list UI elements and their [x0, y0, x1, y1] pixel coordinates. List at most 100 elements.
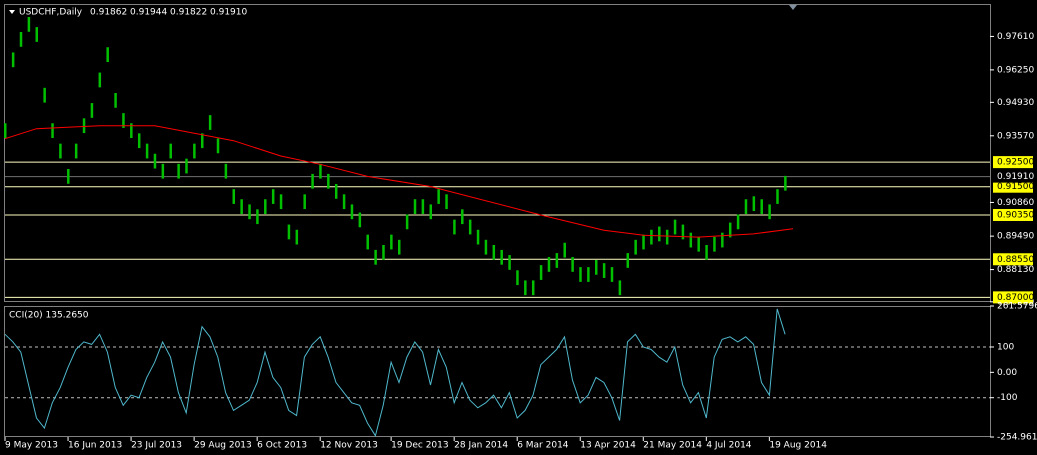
price-bar — [445, 194, 448, 210]
x-tick-label: 29 Aug 2013 — [194, 441, 252, 451]
price-bar — [43, 87, 46, 103]
price-bar — [626, 253, 630, 268]
price-bar — [531, 280, 535, 296]
price-bar — [390, 234, 393, 250]
x-tick-label: 4 Jul 2014 — [706, 441, 751, 451]
price-bar — [161, 163, 165, 179]
price-bar — [264, 199, 267, 215]
price-bar — [90, 103, 94, 118]
symbol-title: USDCHF,Daily — [19, 8, 83, 18]
level-tag — [993, 253, 1033, 266]
level-label: 0.92500 — [997, 158, 1034, 168]
price-bar — [382, 244, 385, 260]
price-bar — [98, 72, 102, 88]
x-tick-label: 6 Oct 2013 — [257, 441, 307, 451]
price-bar — [405, 214, 409, 230]
price-frame — [4, 4, 991, 302]
price-bar — [705, 244, 708, 260]
y-tick-label: 0.89490 — [997, 232, 1034, 242]
quote-value: 0.91944 — [130, 8, 167, 18]
price-bar — [350, 204, 354, 220]
price-bar — [776, 189, 779, 204]
price-bar — [524, 280, 527, 296]
price-bar — [752, 196, 756, 212]
price-bar — [563, 242, 566, 258]
price-bar — [516, 270, 519, 286]
price-bar — [177, 163, 180, 179]
y-tick-label: 0.00 — [997, 368, 1017, 378]
x-tick-label: 16 Jun 2013 — [68, 441, 122, 451]
current-price-tag — [993, 170, 1033, 183]
x-tick-label: 28 Jan 2014 — [454, 441, 508, 451]
price-bar — [311, 173, 314, 189]
y-tick-label: 0.88130 — [997, 265, 1034, 275]
price-bar — [476, 229, 480, 245]
menu-arrow[interactable] — [9, 10, 15, 14]
price-bar — [398, 239, 401, 255]
price-bar — [768, 204, 771, 220]
y-tick-label: 0.93570 — [997, 131, 1034, 141]
price-bar — [358, 212, 362, 228]
price-bar — [334, 184, 338, 199]
price-bar — [579, 267, 582, 282]
cci-line — [4, 308, 786, 437]
price-bar — [413, 199, 417, 215]
price-bar — [208, 115, 212, 130]
price-bar — [744, 199, 748, 215]
price-bar — [634, 239, 637, 255]
price-bar — [19, 32, 23, 47]
y-tick-label: 0.94930 — [997, 98, 1034, 108]
price-bar — [303, 194, 306, 210]
x-tick-label: 23 Jul 2013 — [131, 441, 182, 451]
price-bar — [595, 259, 598, 275]
price-bar — [35, 27, 39, 42]
price-bar — [82, 118, 86, 134]
x-tick-label: 12 Nov 2013 — [320, 441, 378, 451]
price-bar — [508, 255, 511, 270]
price-bar — [421, 199, 425, 215]
y-tick-label: 0.90860 — [997, 198, 1034, 208]
price-bar — [610, 267, 614, 282]
price-bar — [114, 93, 117, 108]
level-label: 0.90350 — [997, 210, 1034, 220]
price-bar — [555, 253, 559, 268]
price-bar — [500, 249, 503, 265]
quote-value: 0.91910 — [210, 8, 247, 18]
indicator-frame — [4, 306, 991, 437]
price-bar — [547, 257, 551, 272]
price-bar — [145, 143, 149, 159]
price-bar — [713, 236, 716, 252]
price-bar — [232, 189, 236, 204]
y-tick-label: -254.9616 — [997, 433, 1037, 443]
price-bar — [216, 138, 220, 154]
price-bar — [366, 234, 369, 250]
price-bar — [658, 226, 661, 242]
y-tick-label: 261.5796 — [997, 302, 1037, 312]
price-bar — [185, 158, 188, 174]
level-label: 0.91500 — [997, 182, 1034, 192]
price-bar — [784, 175, 787, 191]
price-bar — [11, 52, 15, 68]
price-bar — [4, 123, 7, 139]
price-bar — [665, 229, 669, 245]
level-tag — [993, 208, 1033, 221]
price-bar — [106, 47, 109, 63]
price-bar — [319, 163, 322, 179]
price-bar — [279, 194, 283, 210]
price-bar — [327, 173, 330, 189]
price-bar — [130, 123, 133, 139]
price-bar — [74, 143, 78, 159]
level-tag — [993, 291, 1033, 304]
price-bar — [153, 153, 157, 169]
x-tick-label: 21 May 2014 — [643, 441, 702, 451]
shift-marker — [789, 5, 797, 10]
price-bar — [201, 133, 204, 149]
price-bar — [256, 209, 259, 225]
moving-average — [4, 125, 794, 238]
price-bar — [760, 199, 763, 215]
price-bar — [728, 222, 732, 238]
indicator-title: CCI(20) 135.2650 — [9, 311, 89, 321]
price-bar — [697, 236, 700, 252]
y-tick-label: -100 — [997, 393, 1018, 403]
price-bar — [122, 113, 125, 128]
